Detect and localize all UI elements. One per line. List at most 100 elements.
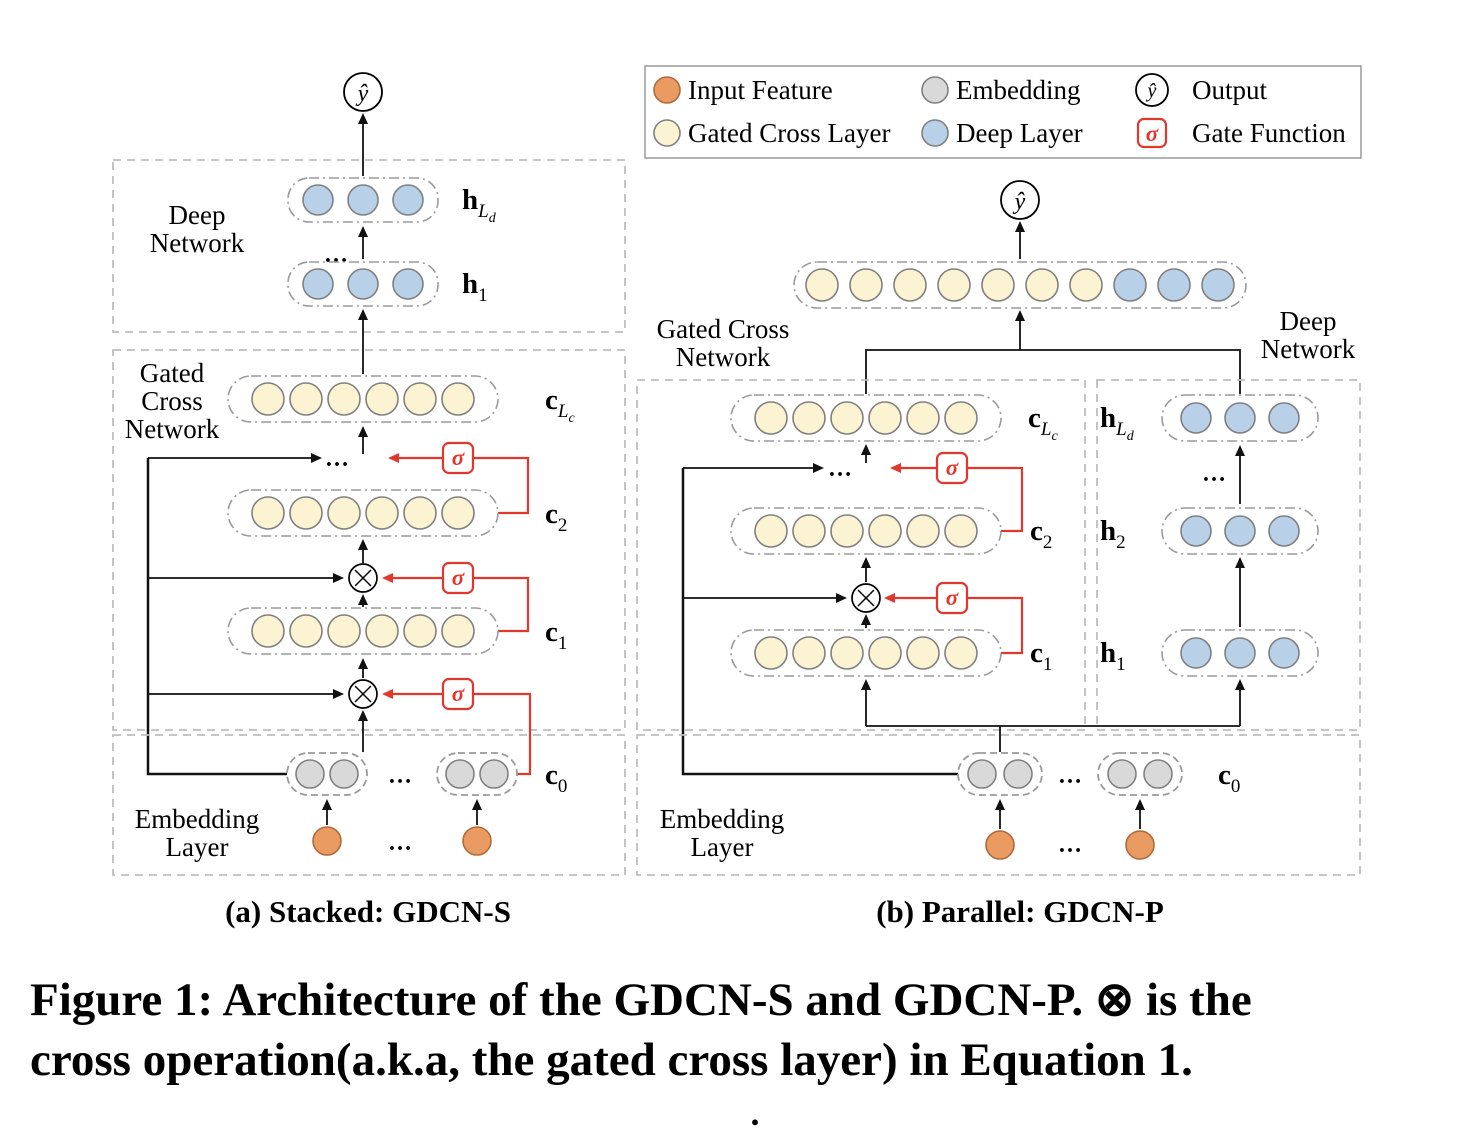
deep-node <box>1113 268 1147 302</box>
embedding-swatch <box>921 76 949 104</box>
gate-symbol: σ <box>452 445 465 470</box>
c-0-box-left-b <box>957 752 1043 796</box>
c0-split-b <box>866 725 1240 752</box>
diagram-a: ŷ Deep Network hLd … h1 Gated Cross Netw… <box>112 72 626 929</box>
x0-rail-a <box>146 458 287 776</box>
deep-network-label-b2: Network <box>1261 334 1356 364</box>
c-2-row-a <box>227 489 499 537</box>
output-symbol-a: ŷ <box>356 81 369 107</box>
gate-function-swatch <box>1136 117 1168 149</box>
embedding-label-b2: Layer <box>691 832 754 862</box>
deep-node <box>1180 637 1212 669</box>
dots-deep-a: … <box>324 242 348 268</box>
deep-node <box>1268 637 1300 669</box>
c-2-row-b <box>730 507 1002 555</box>
output-node-b <box>1000 180 1040 220</box>
h-Ld-label-b: hLd <box>1100 402 1135 444</box>
cross-node <box>868 401 902 435</box>
caption-line-2: cross operation(a.k.a, the gated cross l… <box>30 1034 1193 1087</box>
input-feature-swatch <box>653 76 681 104</box>
deep-network-label-b: Deep <box>1280 306 1337 336</box>
c-0-box-left-a <box>286 752 368 796</box>
cross-node <box>327 382 361 416</box>
cross-node <box>893 268 927 302</box>
cross-node <box>327 496 361 530</box>
concat-row-b <box>793 261 1247 309</box>
output-swatch <box>1135 73 1169 107</box>
embedding-label-a: Embedding <box>135 804 259 834</box>
h-1-row-a <box>287 261 439 307</box>
h-1-label-b: h1 <box>1100 637 1126 675</box>
embedding-label-b: Embedding <box>660 804 784 834</box>
h-Ld-label-a: hLd <box>462 184 497 226</box>
gate-link <box>473 576 530 633</box>
deep-network-label-a2: Network <box>150 228 245 258</box>
gate-symbol: σ <box>946 455 959 480</box>
cross-node <box>981 268 1015 302</box>
diagram-b-caption: (b) Parallel: GDCN-P <box>876 894 1164 929</box>
legend-deep-layer-label: Deep Layer <box>956 118 1083 148</box>
deep-node <box>1201 268 1235 302</box>
gate-symbol: σ <box>452 681 465 706</box>
legend-input-feature-label: Input Feature <box>688 75 833 105</box>
embedding-node <box>1003 759 1033 789</box>
c-1-label-a: c1 <box>545 616 567 654</box>
c-2-label-a: c2 <box>545 498 567 536</box>
gate-symbol: σ <box>946 585 959 610</box>
cross-node <box>441 614 475 648</box>
caption-trailing-dot: . <box>750 1093 760 1134</box>
cross-node <box>365 614 399 648</box>
cross-network-label-b: Gated Cross <box>657 314 790 344</box>
c-1-row-b <box>730 629 1002 677</box>
dots-cross-b: … <box>828 456 852 482</box>
dots-cross-a: … <box>325 446 349 472</box>
c-Lc-row-a <box>227 375 499 423</box>
embedding-node <box>1107 759 1137 789</box>
legend-gate-function-label: Gate Function <box>1192 118 1346 148</box>
cross-node <box>1069 268 1103 302</box>
output-symbol-b: ŷ <box>1013 189 1026 215</box>
cross-node <box>830 401 864 435</box>
cross-node <box>251 496 285 530</box>
input-node <box>462 826 492 856</box>
cross-network-label-a: Gated <box>140 358 205 388</box>
output-symbol: ŷ <box>1146 80 1157 102</box>
h-2-label-b: h2 <box>1100 515 1126 553</box>
cross-node <box>944 401 978 435</box>
c-2-label-b: c2 <box>1030 515 1052 553</box>
cross-node <box>792 514 826 548</box>
embedding-box-b <box>636 734 1361 876</box>
h-Ld-row-b <box>1161 394 1319 442</box>
deep-network-box-a <box>112 159 626 333</box>
cross-node <box>754 636 788 670</box>
legend-gated-cross-layer-label: Gated Cross Layer <box>688 118 890 148</box>
cross-node <box>868 514 902 548</box>
cross-network-label-b2: Network <box>676 342 771 372</box>
cross-node <box>868 636 902 670</box>
cross-node <box>403 614 437 648</box>
diagram-a-caption: (a) Stacked: GDCN-S <box>225 894 511 929</box>
cross-network-label-a2: Cross <box>141 386 203 416</box>
cross-node <box>849 268 883 302</box>
embedding-box-a <box>112 734 626 876</box>
c-0-label-a: c0 <box>545 759 567 797</box>
deep-node <box>302 184 334 216</box>
legend-embedding-label: Embedding <box>956 75 1080 105</box>
cross-node <box>403 496 437 530</box>
embedding-node <box>329 759 359 789</box>
cross-node <box>251 614 285 648</box>
deep-node <box>1224 515 1256 547</box>
cross-network-box-a <box>112 349 626 731</box>
deep-node <box>302 268 334 300</box>
cross-node <box>754 514 788 548</box>
x0-rail-b <box>681 468 958 776</box>
c-1-row-a <box>227 607 499 655</box>
legend-output-label: Output <box>1192 75 1268 105</box>
legend-border <box>644 65 1362 159</box>
cross-node <box>944 636 978 670</box>
gate-link <box>473 692 532 776</box>
h-2-row-b <box>1161 507 1319 555</box>
cross-node <box>289 382 323 416</box>
cross-node <box>754 401 788 435</box>
c-1-label-b: c1 <box>1030 637 1052 675</box>
